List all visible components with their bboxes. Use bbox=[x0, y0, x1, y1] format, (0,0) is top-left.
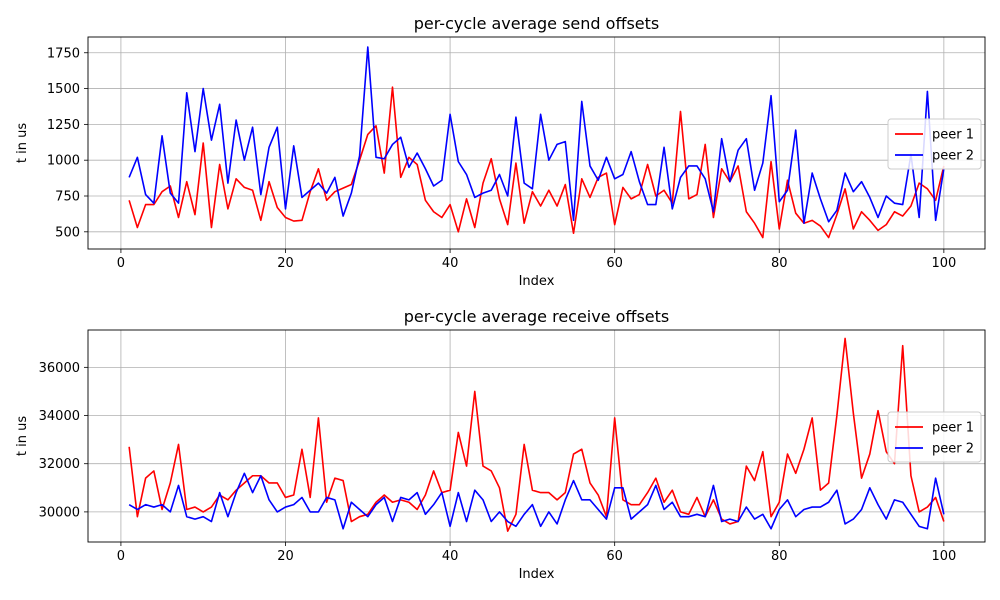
x-tick-label: 40 bbox=[442, 549, 459, 564]
y-tick-label: 1750 bbox=[47, 46, 80, 61]
plot-frame bbox=[87, 36, 986, 250]
y-tick-label: 34000 bbox=[39, 409, 80, 424]
y-axis-label: t in us bbox=[15, 416, 30, 456]
y-tick-label: 36000 bbox=[39, 361, 80, 376]
x-tick-label: 100 bbox=[931, 549, 956, 564]
x-tick-label: 40 bbox=[442, 256, 459, 271]
y-tick-label: 500 bbox=[55, 225, 80, 240]
y-tick-label: 32000 bbox=[39, 457, 80, 472]
x-tick-label: 80 bbox=[771, 549, 788, 564]
y-tick-label: 750 bbox=[55, 190, 80, 205]
series-line-peer-2 bbox=[128, 46, 945, 225]
x-tick-label: 0 bbox=[117, 549, 125, 564]
x-tick-label: 20 bbox=[277, 256, 294, 271]
legend-label: peer 2 bbox=[932, 442, 974, 457]
x-tick-label: 0 bbox=[117, 256, 125, 271]
y-tick-label: 1250 bbox=[47, 118, 80, 133]
y-tick-label: 1000 bbox=[47, 154, 80, 169]
x-tick-label: 80 bbox=[771, 256, 788, 271]
y-tick-label: 30000 bbox=[39, 505, 80, 520]
x-axis-label: Index bbox=[519, 274, 555, 289]
series-line-peer-2 bbox=[128, 472, 945, 530]
x-tick-label: 100 bbox=[931, 256, 956, 271]
chart-title: per-cycle average receive offsets bbox=[404, 307, 670, 326]
series-line-peer-1 bbox=[128, 86, 945, 239]
legend-box bbox=[887, 118, 982, 170]
receive-offsets-chart: 0 20 40 60 80 100 30000 32000 34000 36000 per-cycl… bbox=[15, 307, 986, 582]
series-line-peer-1 bbox=[128, 337, 945, 532]
x-tick-label: 60 bbox=[606, 549, 623, 564]
plot-frame bbox=[87, 329, 986, 543]
x-tick-label: 20 bbox=[277, 549, 294, 564]
x-axis-label: Index bbox=[519, 567, 555, 582]
legend-label: peer 1 bbox=[932, 421, 974, 436]
send-offsets-chart: 0 20 40 60 80 100 500 750 1000 1250 1500 1750 per-cy… bbox=[15, 14, 986, 289]
y-axis-label: t in us bbox=[15, 123, 30, 163]
y-tick-label: 1500 bbox=[47, 82, 80, 97]
x-tick-label: 60 bbox=[606, 256, 623, 271]
legend-box bbox=[887, 411, 982, 463]
legend-label: peer 2 bbox=[932, 149, 974, 164]
legend-label: peer 1 bbox=[932, 128, 974, 143]
chart-title: per-cycle average send offsets bbox=[414, 14, 660, 33]
